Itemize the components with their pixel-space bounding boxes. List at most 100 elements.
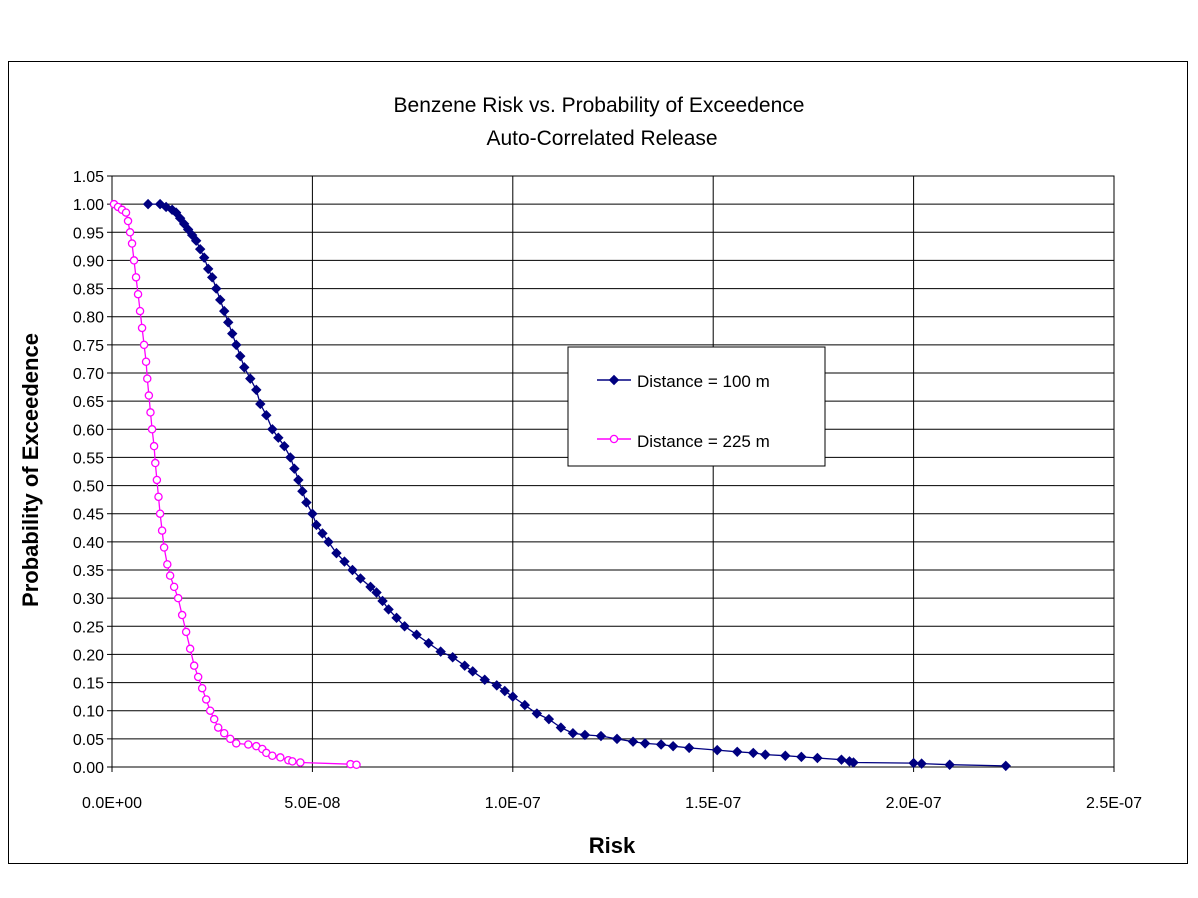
x-tick-label: 1.0E-07 (485, 795, 541, 812)
data-point (296, 758, 305, 767)
grid (107, 175, 1115, 772)
data-point (848, 757, 859, 768)
y-tick-label: 1.00 (73, 197, 104, 214)
data-point (251, 384, 262, 396)
legend-marker-100m (608, 374, 620, 386)
data-point (213, 723, 223, 732)
data-point (146, 408, 155, 417)
data-point (137, 323, 147, 333)
chart-frame (8, 61, 1188, 864)
data-point (215, 294, 226, 306)
data-point (190, 235, 202, 246)
data-point (227, 328, 238, 339)
data-point (288, 757, 297, 766)
data-point (239, 362, 250, 373)
y-tick-label: 0.45 (73, 507, 104, 524)
series-100m (142, 198, 1011, 772)
data-point (209, 714, 219, 724)
y-tick-label: 0.75 (73, 338, 104, 355)
data-point (655, 739, 667, 750)
data-point (245, 373, 256, 384)
data-point (447, 652, 458, 663)
data-point (944, 759, 955, 770)
data-point (201, 695, 211, 704)
y-tick-label: 1.05 (73, 169, 104, 186)
data-point (399, 621, 410, 632)
data-point (732, 746, 743, 758)
data-point (198, 252, 210, 263)
data-point (311, 519, 322, 531)
y-tick-label: 0.55 (73, 450, 104, 467)
x-axis-label: Risk (589, 833, 636, 858)
data-point (142, 198, 154, 210)
data-point (479, 674, 490, 685)
data-point (276, 753, 285, 762)
data-point (235, 350, 246, 362)
data-point (377, 595, 388, 607)
data-point (712, 744, 723, 756)
data-point (154, 492, 163, 502)
data-point (165, 571, 175, 580)
data-point (155, 509, 165, 518)
data-point (219, 728, 229, 738)
series-225m (109, 199, 361, 769)
data-point (639, 738, 651, 749)
data-point (365, 581, 376, 593)
data-point (231, 739, 241, 748)
x-tick-label: 0.0E+00 (82, 795, 142, 812)
data-point (133, 289, 143, 299)
data-point (347, 564, 358, 576)
legend-marker-225m (609, 434, 619, 444)
data-point (339, 556, 350, 567)
data-point (225, 734, 235, 744)
data-point (301, 497, 312, 508)
y-tick-label: 0.85 (73, 282, 104, 299)
data-point (143, 374, 152, 383)
data-point (129, 256, 139, 265)
data-point (121, 208, 131, 217)
data-point (667, 740, 679, 752)
data-point (169, 582, 179, 592)
data-point (127, 239, 137, 248)
data-point (760, 749, 771, 760)
data-point (383, 604, 394, 615)
series-layer (109, 198, 1011, 772)
data-point (595, 730, 607, 742)
data-point (267, 424, 278, 435)
data-point (331, 547, 342, 559)
chart-title: Benzene Risk vs. Probability of Exceeden… (394, 94, 805, 117)
data-point (244, 740, 253, 749)
y-tick-label: 0.60 (73, 422, 104, 439)
y-tick-label: 0.05 (73, 732, 104, 749)
data-point (144, 391, 154, 400)
data-point (491, 680, 502, 691)
data-point (579, 729, 591, 741)
data-point (812, 752, 823, 764)
data-point (391, 612, 402, 624)
data-point (151, 458, 160, 468)
data-point (185, 644, 195, 654)
x-tick-label: 2.0E-07 (886, 795, 942, 812)
y-tick-label: 0.65 (73, 394, 104, 411)
data-point (173, 593, 183, 603)
y-tick-label: 0.00 (73, 760, 104, 777)
data-point (543, 713, 555, 725)
tick-labels: 0.00 0.05 0.10 0.15 0.20 0.25 0.30 0.35 0.40 0.45… (73, 169, 1142, 812)
data-point (748, 747, 759, 759)
y-tick-label: 0.10 (73, 704, 104, 721)
data-point (139, 340, 149, 350)
y-tick-label: 0.90 (73, 253, 104, 270)
data-point (135, 306, 145, 316)
data-point (206, 272, 218, 283)
y-tick-label: 0.20 (73, 647, 104, 664)
data-point (268, 751, 277, 760)
y-tick-label: 0.80 (73, 310, 104, 327)
data-point (352, 760, 361, 769)
data-point (780, 750, 791, 761)
data-point (297, 485, 308, 497)
data-point (193, 672, 203, 682)
y-tick-label: 0.70 (73, 366, 104, 383)
plot-area-border (111, 175, 1115, 768)
data-point (205, 706, 215, 715)
